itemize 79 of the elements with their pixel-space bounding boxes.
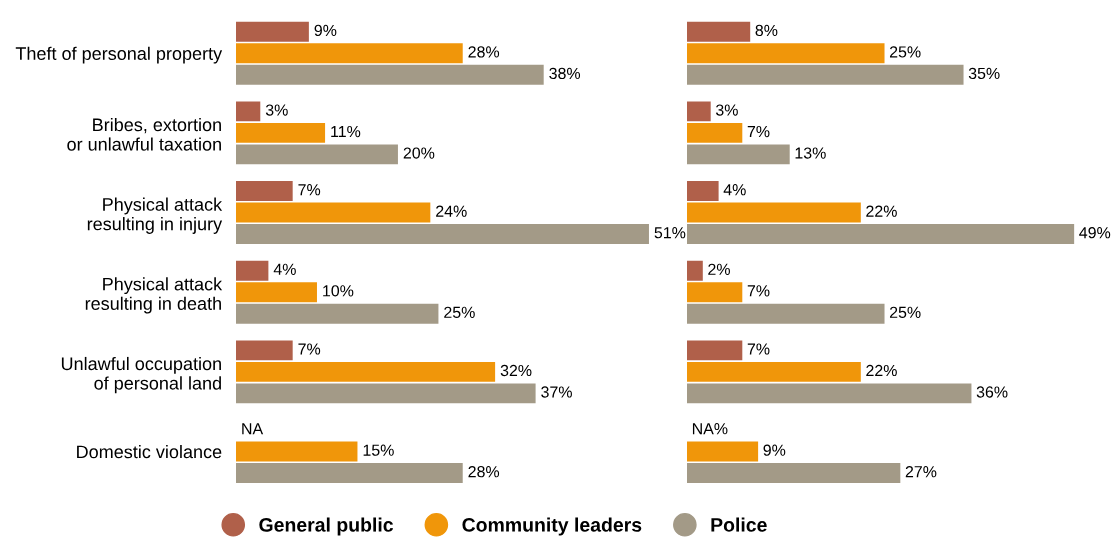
- data-label: 22%: [866, 205, 897, 217]
- y-tick-label: Physical attack resulting in injury: [87, 197, 223, 234]
- bar: [687, 441, 759, 462]
- data-label: 15%: [363, 444, 394, 456]
- bar: [236, 43, 463, 64]
- bar: [687, 463, 901, 483]
- bar: [236, 64, 544, 85]
- data-label: 28%: [468, 466, 500, 478]
- data-label: 35%: [968, 67, 1000, 80]
- data-label: 4%: [723, 184, 746, 196]
- data-label: 10%: [323, 285, 354, 297]
- bar: [236, 21, 309, 42]
- bar: [687, 122, 743, 143]
- bar: [687, 181, 719, 202]
- data-label: 24%: [436, 205, 467, 217]
- bar: [236, 224, 649, 245]
- text: NA: [242, 423, 264, 435]
- data-label: 7%: [747, 125, 770, 138]
- data-label: 32%: [500, 364, 532, 377]
- bar: [236, 303, 439, 324]
- text: NA%: [692, 423, 728, 435]
- bar: [687, 144, 790, 165]
- data-label: 36%: [976, 386, 1008, 398]
- bar: [236, 383, 536, 404]
- bar: [236, 122, 326, 143]
- bar: [687, 202, 861, 223]
- bar: [236, 144, 398, 165]
- data-label: 51%: [654, 227, 686, 239]
- bar: [687, 383, 972, 404]
- data-label: 37%: [541, 386, 572, 398]
- bar: [236, 441, 358, 462]
- y-tick-label: Unlawful occupation of personal land: [61, 356, 221, 394]
- data-label: 9%: [314, 24, 337, 37]
- bar: [687, 224, 1075, 245]
- data-label: 7%: [747, 343, 770, 355]
- bar: [236, 463, 463, 483]
- y-tick-label: Theft of personal property: [15, 46, 223, 64]
- data-label: 20%: [403, 147, 435, 159]
- bar: [687, 260, 703, 281]
- bar: [687, 64, 964, 85]
- data-label: 28%: [468, 46, 500, 58]
- data-label: 13%: [795, 147, 826, 159]
- bar: [236, 340, 293, 361]
- data-label: 27%: [905, 466, 937, 478]
- legend-label: Community leaders: [462, 517, 642, 536]
- legend-label: Police: [711, 517, 767, 532]
- data-label: 7%: [747, 285, 770, 297]
- legend-label: General public: [259, 517, 394, 536]
- data-label: 25%: [889, 306, 921, 319]
- bar: [236, 181, 293, 202]
- y-tick-label: Domestic violance: [77, 444, 222, 459]
- bar: [236, 282, 317, 303]
- bar: [687, 101, 711, 122]
- bar: [687, 361, 861, 382]
- y-tick-label: Bribes, extortion or unlawful taxation: [67, 117, 221, 151]
- data-label: 38%: [549, 67, 581, 80]
- bar: [236, 260, 269, 281]
- data-label: 3%: [265, 104, 288, 116]
- data-label: 8%: [755, 24, 778, 37]
- bar: [236, 101, 261, 122]
- bar: [236, 202, 431, 223]
- bar: [687, 43, 885, 64]
- bar: [687, 21, 751, 42]
- data-label: 7%: [298, 184, 321, 196]
- bar: [687, 340, 743, 361]
- data-label: 4%: [273, 263, 296, 275]
- data-label: 22%: [866, 364, 897, 377]
- bar: [687, 282, 743, 303]
- data-label: 3%: [715, 104, 738, 116]
- data-label: 9%: [763, 444, 786, 456]
- data-label: 11%: [331, 125, 361, 138]
- data-label: 49%: [1079, 227, 1111, 239]
- bar: [687, 303, 885, 324]
- data-label: 2%: [708, 263, 730, 275]
- y-tick-label: Physical attack resulting in death: [85, 277, 223, 314]
- bar: [236, 361, 496, 382]
- data-label: 7%: [298, 343, 321, 355]
- data-label: 25%: [444, 306, 475, 319]
- data-label: 25%: [889, 46, 921, 58]
